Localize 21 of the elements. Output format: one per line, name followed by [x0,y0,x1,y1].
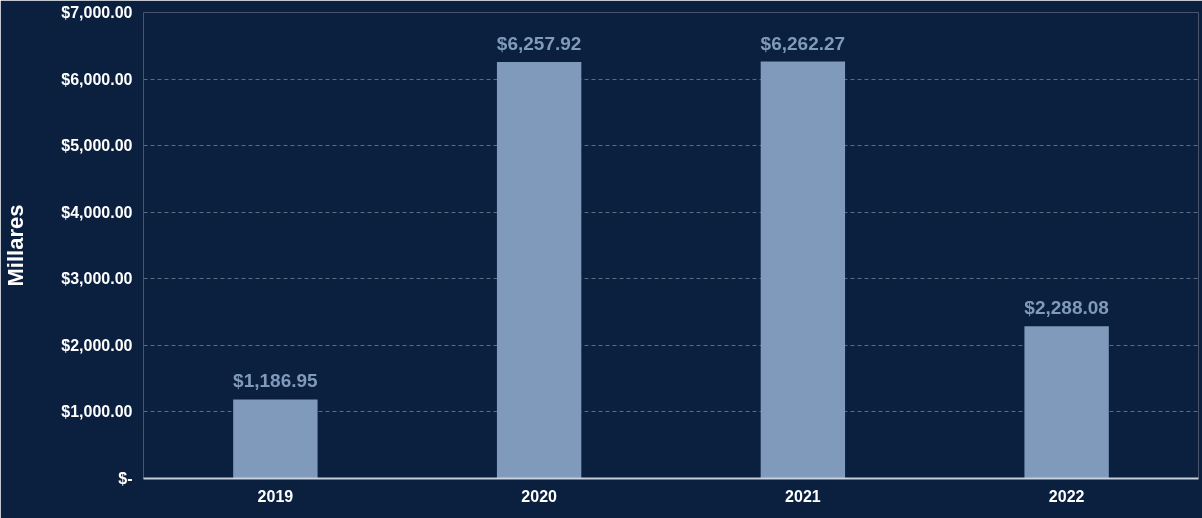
y-tick-label: $5,000.00 [61,137,133,155]
data-label: $2,288.08 [1024,297,1109,319]
y-axis-title: Millares [3,204,29,287]
y-tick-label: $6,000.00 [61,70,133,88]
x-tick-label: 2019 [257,487,294,505]
bar [760,61,846,479]
y-tick-label: $7,000.00 [61,4,133,21]
x-tick-label: 2022 [1048,487,1085,505]
x-tick-label: 2020 [521,487,558,505]
bar [496,61,582,479]
data-label: $1,186.95 [233,370,319,392]
data-label: $6,262.27 [760,32,846,54]
y-tick-label: $1,000.00 [61,403,133,421]
y-tick-label: $- [118,470,133,487]
x-tick-label: 2021 [785,487,821,505]
y-tick-label: $4,000.00 [61,203,133,221]
y-tick-label: $2,000.00 [61,336,133,354]
bar [233,399,318,479]
bar [1024,326,1109,479]
y-tick-label: $3,000.00 [61,270,133,288]
data-label: $6,257.92 [496,32,582,54]
